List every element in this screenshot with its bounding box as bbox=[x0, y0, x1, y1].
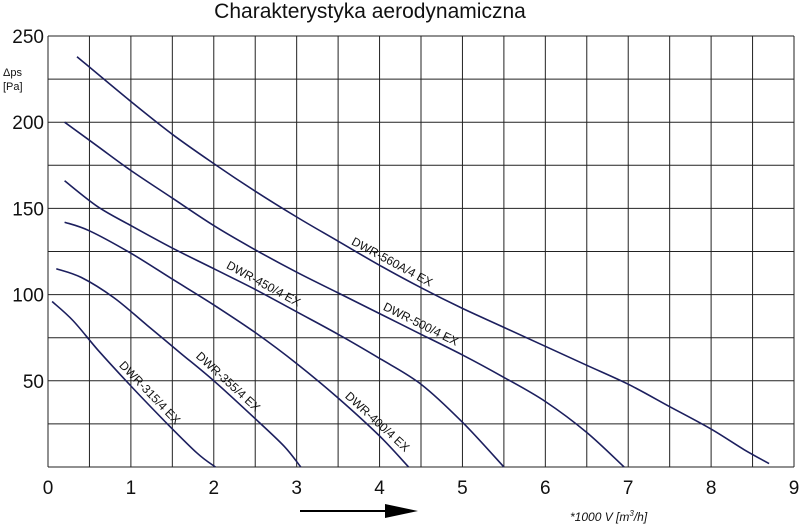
x-tick-label: 7 bbox=[623, 478, 634, 499]
y-tick-label: 200 bbox=[12, 113, 44, 134]
x-axis-label: *1000 V [m3/h] bbox=[570, 509, 648, 524]
series-line bbox=[64, 121, 625, 468]
x-tick-label: 5 bbox=[457, 478, 468, 499]
x-tick-label: 9 bbox=[789, 478, 800, 499]
fan-curves bbox=[51, 56, 770, 468]
x-tick-label: 8 bbox=[706, 478, 717, 499]
series-line bbox=[56, 267, 302, 468]
flow-direction-arrow bbox=[300, 504, 418, 518]
series-label: DWR-400/4 EX bbox=[342, 389, 412, 455]
series-line bbox=[64, 180, 505, 468]
x-axis-label-sup: 3 bbox=[629, 509, 634, 518]
x-tick-label: 0 bbox=[43, 478, 54, 499]
x-axis-label-prefix: *1000 V [m bbox=[570, 510, 629, 524]
y-axis-label: Δps bbox=[3, 67, 22, 79]
x-tick-label: 4 bbox=[374, 478, 385, 499]
y-tick-label: 50 bbox=[23, 372, 44, 393]
grid bbox=[47, 35, 795, 468]
x-tick-label: 1 bbox=[126, 478, 137, 499]
series-label: DWR-560A/4 EX bbox=[349, 234, 435, 289]
x-axis-label-suffix: /h] bbox=[633, 510, 648, 524]
series-label: DWR-315/4 EX bbox=[116, 358, 183, 427]
x-tick-label: 6 bbox=[540, 478, 551, 499]
series-label: DWR-355/4 EX bbox=[193, 349, 263, 415]
x-tick-label: 3 bbox=[291, 478, 302, 499]
series-line bbox=[64, 221, 410, 468]
y-axis-unit: [Pa] bbox=[3, 81, 23, 93]
y-tick-label: 250 bbox=[12, 27, 44, 48]
tick-labels: 0 1 2 3 4 5 6 7 8 9 50 100 150 200 250 bbox=[12, 27, 799, 499]
y-tick-label: 100 bbox=[12, 286, 44, 307]
x-tick-label: 2 bbox=[208, 478, 219, 499]
series-label: DWR-450/4 EX bbox=[224, 258, 303, 309]
series-line bbox=[76, 56, 770, 465]
chart-title: Charakterystyka aerodynamiczna bbox=[214, 0, 526, 23]
y-tick-label: 150 bbox=[12, 199, 44, 220]
series-line bbox=[51, 300, 216, 468]
